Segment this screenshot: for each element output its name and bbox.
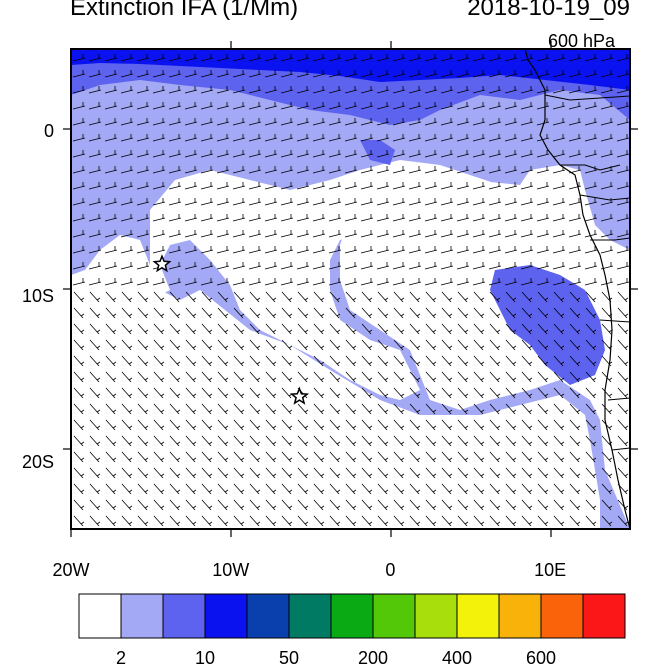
colorbar-label: 600 xyxy=(525,648,557,668)
colorbar-label: 2 xyxy=(115,648,126,668)
lon-tick-label: 10W xyxy=(212,560,250,580)
datetime-label: 2018-10-19_09 xyxy=(467,0,630,21)
lon-tick-label: 10E xyxy=(534,560,567,580)
star-marker-icon xyxy=(152,254,172,273)
colorbar-swatch xyxy=(456,593,500,639)
map-title: Extinction IFA (1/Mm) xyxy=(70,0,299,21)
colorbar-label: 400 xyxy=(441,648,473,668)
colorbar-swatch xyxy=(288,593,332,639)
colorbar-swatch xyxy=(414,593,458,639)
colorbar-swatch xyxy=(372,593,416,639)
colorbar-swatch xyxy=(330,593,374,639)
colorbar-label: 50 xyxy=(278,648,300,668)
country-borders xyxy=(544,94,630,451)
colorbar-swatch xyxy=(540,593,584,639)
colorbar-label: 10 xyxy=(194,648,216,668)
colorbar-swatch xyxy=(120,593,164,639)
lon-tick-label: 0 xyxy=(385,560,396,580)
colorbar-label: 200 xyxy=(357,648,389,668)
colorbar-swatch xyxy=(582,593,626,639)
star-marker-icon xyxy=(289,386,309,405)
lon-tick-label: 20W xyxy=(52,560,90,580)
colorbar-swatch xyxy=(78,593,122,639)
colorbar-swatch xyxy=(162,593,206,639)
colorbar xyxy=(78,593,626,639)
wind-barbs-south xyxy=(71,289,630,529)
pressure-level-label: 600 hPa xyxy=(548,31,616,51)
wind-barbs-north xyxy=(71,49,630,289)
lat-tick-label: 10S xyxy=(21,286,54,307)
colorbar-swatch xyxy=(204,593,248,639)
colorbar-swatch xyxy=(498,593,542,639)
axis-ticks xyxy=(63,41,638,537)
lat-tick-label: 20S xyxy=(21,451,54,472)
colorbar-swatch xyxy=(246,593,290,639)
lat-tick-label: 0 xyxy=(43,120,54,141)
